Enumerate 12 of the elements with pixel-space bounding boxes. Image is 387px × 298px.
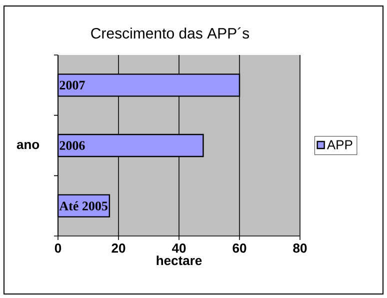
- legend-label: APP: [326, 140, 352, 150]
- y-tick-label: Até 2005: [59, 201, 108, 210]
- y-axis-title: ano: [16, 142, 40, 150]
- x-tick-label: 60: [232, 244, 246, 253]
- x-axis-title: hectare: [156, 256, 202, 266]
- y-tick-label: 2007: [60, 80, 85, 90]
- y-tick-label: 2006: [60, 141, 85, 150]
- x-tick-label: 80: [293, 244, 307, 253]
- chart-title: Crescimento das APP´s: [91, 27, 250, 39]
- x-tick-label: 0: [54, 244, 62, 253]
- x-tick-label: 20: [112, 244, 126, 253]
- x-tick-label: 40: [172, 244, 186, 253]
